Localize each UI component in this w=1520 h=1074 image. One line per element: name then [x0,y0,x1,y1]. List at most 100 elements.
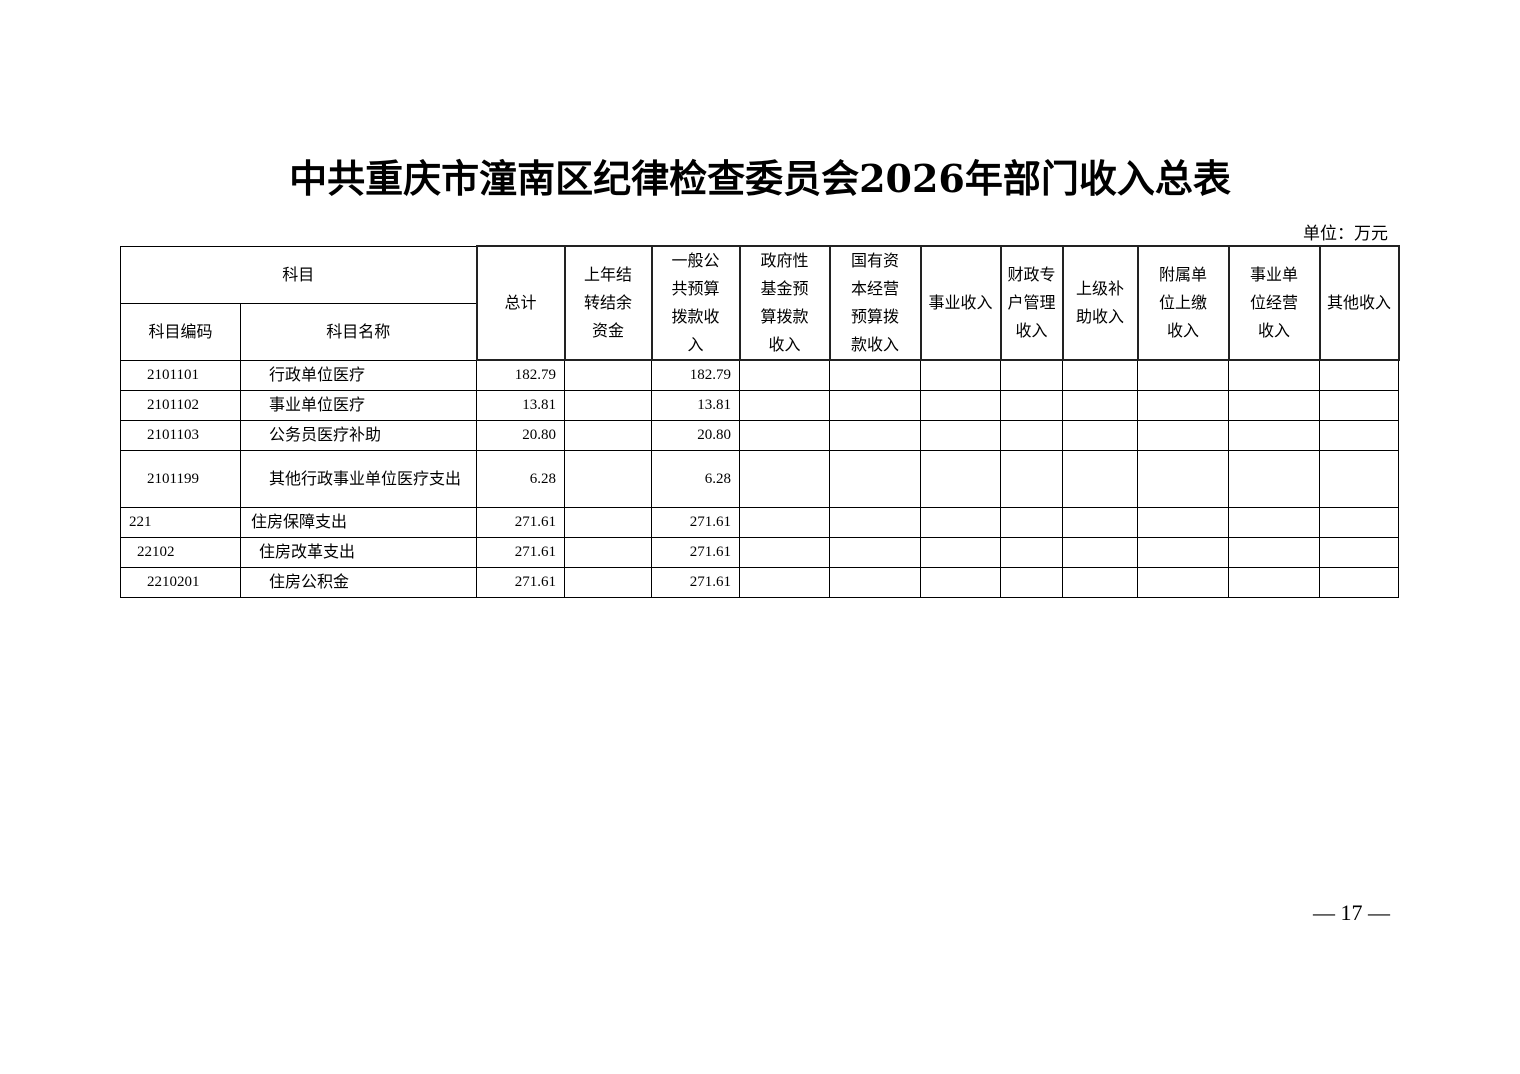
row-empty-cell [829,359,921,391]
income-table: 科目 总计 上年结转结余资金 一般公共预算拨款收入 政府性基金预算拨款收入 国有资本经营预… [120,245,1400,598]
header-code: 科目编码 [120,302,241,361]
row-empty-cell [1000,449,1063,508]
row-empty-cell [1000,419,1063,451]
row-code: 221 [120,506,241,538]
table-row: 221 住房保障支出 271.61 271.61 [120,506,1399,538]
row-empty-cell [739,566,830,598]
row-name: 住房公积金 [240,566,477,598]
row-general-budget: 271.61 [651,536,740,568]
page-number: — 17 — [1313,900,1390,925]
header-col: 总计 [475,245,566,361]
table-row: 2101102 事业单位医疗 13.81 13.81 [120,389,1399,421]
header-col: 上级补助收入 [1061,245,1139,361]
row-empty-cell [1062,389,1138,421]
row-empty-cell [1319,449,1399,508]
row-empty-cell [1000,566,1063,598]
row-empty-cell [739,506,830,538]
row-total: 6.28 [476,449,565,508]
row-empty-cell [829,419,921,451]
row-general-budget: 271.61 [651,566,740,598]
row-empty-cell [829,449,921,508]
row-general-budget: 20.80 [651,419,740,451]
row-empty-cell [920,536,1001,568]
row-empty-cell [1319,536,1399,568]
row-empty-cell [920,389,1001,421]
row-empty-cell [739,389,830,421]
table-row: 2101103 公务员医疗补助 20.80 20.80 [120,419,1399,451]
row-carryover [564,389,652,421]
row-name: 事业单位医疗 [240,389,477,421]
header-col: 附属单位上缴收入 [1136,245,1230,361]
row-general-budget: 271.61 [651,506,740,538]
table-row: 2101199 其他行政事业单位医疗支出 6.28 6.28 [120,449,1399,508]
page-title: 中共重庆市潼南区纪律检查委员会2026年部门收入总表 [289,156,1231,201]
row-carryover [564,506,652,538]
row-carryover [564,419,652,451]
row-name: 行政单位医疗 [240,359,477,391]
row-name: 住房保障支出 [240,506,477,538]
row-empty-cell [1137,359,1229,391]
row-code: 2101101 [120,359,241,391]
row-empty-cell [739,419,830,451]
row-code: 2101103 [120,419,241,451]
row-empty-cell [1228,506,1320,538]
row-empty-cell [1137,389,1229,421]
row-empty-cell [1228,389,1320,421]
row-empty-cell [1137,449,1229,508]
row-carryover [564,449,652,508]
row-empty-cell [1000,506,1063,538]
header-col: 国有资本经营预算拨款收入 [828,245,922,361]
row-name: 住房改革支出 [240,536,477,568]
row-empty-cell [829,566,921,598]
row-empty-cell [920,419,1001,451]
row-empty-cell [1062,536,1138,568]
table-row: 2210201 住房公积金 271.61 271.61 [120,566,1399,598]
row-empty-cell [739,536,830,568]
row-empty-cell [1228,419,1320,451]
row-empty-cell [1137,419,1229,451]
row-empty-cell [1228,449,1320,508]
row-empty-cell [1062,506,1138,538]
row-carryover [564,359,652,391]
row-empty-cell [829,536,921,568]
row-empty-cell [1000,389,1063,421]
row-empty-cell [739,359,830,391]
header-col: 事业单位经营收入 [1227,245,1321,361]
row-empty-cell [1137,536,1229,568]
row-name: 公务员医疗补助 [240,419,477,451]
row-general-budget: 182.79 [651,359,740,391]
row-carryover [564,566,652,598]
row-empty-cell [1319,506,1399,538]
row-empty-cell [920,566,1001,598]
row-empty-cell [920,506,1001,538]
row-empty-cell [920,359,1001,391]
header-col: 事业收入 [919,245,1002,361]
row-total: 271.61 [476,506,565,538]
row-empty-cell [1228,536,1320,568]
row-name: 其他行政事业单位医疗支出 [240,449,477,508]
row-empty-cell [829,506,921,538]
row-code: 2101199 [120,449,241,508]
row-carryover [564,536,652,568]
row-empty-cell [1319,419,1399,451]
row-code: 22102 [120,536,241,568]
row-empty-cell [1319,389,1399,421]
table-row: 22102 住房改革支出 271.61 271.61 [120,536,1399,568]
row-empty-cell [920,449,1001,508]
row-empty-cell [1000,359,1063,391]
row-empty-cell [1062,449,1138,508]
header-subject: 科目 [120,245,477,304]
row-total: 13.81 [476,389,565,421]
row-empty-cell [1228,359,1320,391]
row-code: 2210201 [120,566,241,598]
row-empty-cell [1000,536,1063,568]
table-row: 2101101 行政单位医疗 182.79 182.79 [120,359,1399,391]
row-empty-cell [1062,419,1138,451]
row-empty-cell [1319,359,1399,391]
row-total: 271.61 [476,536,565,568]
row-empty-cell [1137,506,1229,538]
row-empty-cell [1062,566,1138,598]
header-name: 科目名称 [240,302,477,361]
header-col: 其他收入 [1318,245,1400,361]
